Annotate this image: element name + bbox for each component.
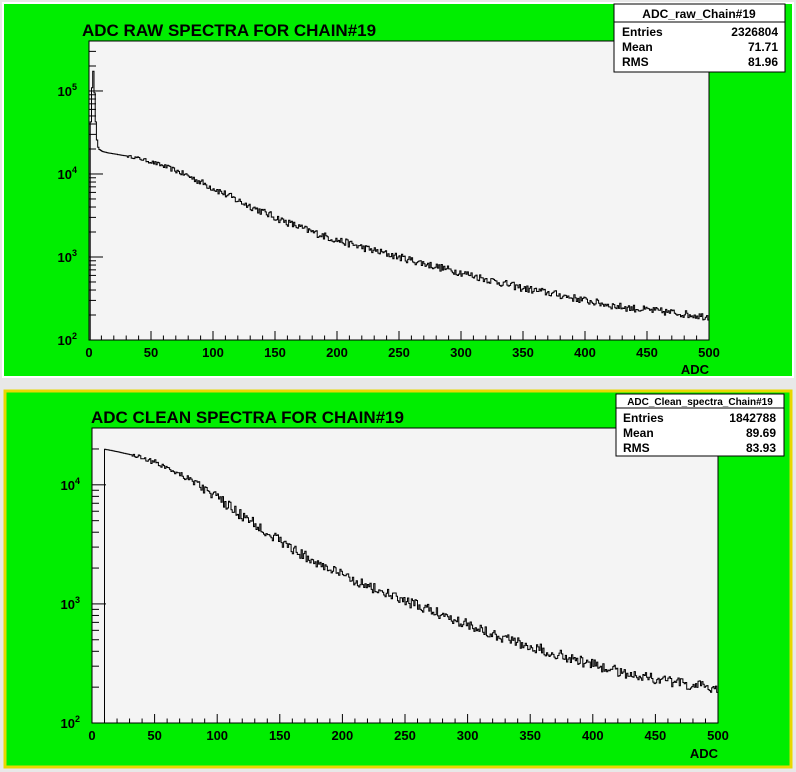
clean-stats-entries-value: 1842788 — [729, 411, 776, 425]
clean-x-tick-label: 200 — [332, 728, 354, 743]
clean-plot-area — [91, 427, 719, 724]
clean-x-tick-label: 400 — [582, 728, 604, 743]
clean-histogram-line — [104, 448, 718, 723]
clean-y-axis: 102 103 104 — [61, 427, 106, 731]
raw-stats-mean-label: Mean — [622, 40, 653, 54]
raw-x-tick-label: 0 — [85, 345, 92, 360]
raw-x-tick-label: 500 — [698, 345, 720, 360]
raw-chart-title: ADC RAW SPECTRA FOR CHAIN#19 — [82, 21, 376, 40]
raw-y-axis: 102 103 104 105 — [58, 40, 103, 348]
clean-y-tick-label: 102 — [61, 714, 80, 731]
clean-stats-mean-value: 89.69 — [746, 426, 776, 440]
raw-stats-entries-value: 2326804 — [731, 25, 778, 39]
raw-y-tick-label: 105 — [58, 82, 77, 99]
clean-stats-entries-label: Entries — [623, 411, 664, 425]
raw-x-tick-label: 50 — [144, 345, 158, 360]
clean-x-tick-label: 450 — [645, 728, 667, 743]
clean-stats-name: ADC_Clean_spectra_Chain#19 — [627, 397, 773, 408]
clean-chart-title: ADC CLEAN SPECTRA FOR CHAIN#19 — [91, 408, 404, 427]
raw-y-tick-label: 102 — [58, 331, 77, 348]
raw-histogram-line — [89, 70, 709, 340]
clean-x-tick-label: 250 — [394, 728, 416, 743]
raw-x-tick-label: 200 — [326, 345, 348, 360]
clean-stats-mean-label: Mean — [623, 426, 654, 440]
clean-x-axis: 0 50 100 150 200 250 300 350 400 450 500 — [88, 714, 729, 743]
raw-x-axis: 0 50 100 150 200 250 300 350 400 450 500 — [85, 331, 720, 360]
raw-x-tick-label: 350 — [512, 345, 534, 360]
clean-y-tick-label: 103 — [61, 595, 80, 612]
raw-x-tick-label: 150 — [264, 345, 286, 360]
raw-stats-rms-value: 81.96 — [748, 55, 778, 69]
raw-spectra-pad: 0 50 100 150 200 250 300 350 400 450 500 102 103 104… — [2, 2, 794, 378]
raw-series — [89, 70, 709, 340]
raw-x-tick-label: 450 — [636, 345, 658, 360]
raw-x-tick-label: 400 — [574, 345, 596, 360]
raw-stats-box: ADC_raw_Chain#19 Entries 2326804 Mean 71… — [613, 3, 786, 73]
raw-x-tick-label: 100 — [202, 345, 224, 360]
raw-x-tick-label: 300 — [450, 345, 472, 360]
clean-series — [104, 448, 718, 723]
clean-x-tick-label: 50 — [147, 728, 161, 743]
clean-x-tick-label: 100 — [206, 728, 228, 743]
raw-plot-area — [88, 40, 710, 341]
raw-stats-name: ADC_raw_Chain#19 — [642, 7, 756, 21]
clean-y-tick-label: 104 — [61, 476, 80, 493]
clean-x-tick-label: 150 — [269, 728, 291, 743]
clean-stats-rms-label: RMS — [623, 441, 650, 455]
raw-stats-entries-label: Entries — [622, 25, 663, 39]
clean-x-tick-label: 500 — [707, 728, 729, 743]
clean-x-tick-label: 0 — [88, 728, 95, 743]
clean-stats-rms-value: 83.93 — [746, 441, 776, 455]
raw-stats-mean-value: 71.71 — [748, 40, 778, 54]
raw-y-tick-label: 104 — [58, 165, 77, 182]
clean-x-tick-label: 300 — [457, 728, 479, 743]
raw-stats-rms-label: RMS — [622, 55, 649, 69]
raw-y-tick-label: 103 — [58, 248, 77, 265]
clean-x-axis-label: ADC — [690, 746, 719, 761]
raw-x-axis-label: ADC — [681, 362, 710, 377]
raw-x-tick-label: 250 — [388, 345, 410, 360]
clean-spectra-pad: 0 50 100 150 200 250 300 350 400 450 500 102 103 104… — [3, 389, 793, 769]
clean-x-tick-label: 350 — [519, 728, 541, 743]
clean-stats-box: ADC_Clean_spectra_Chain#19 Entries 18427… — [615, 393, 785, 457]
